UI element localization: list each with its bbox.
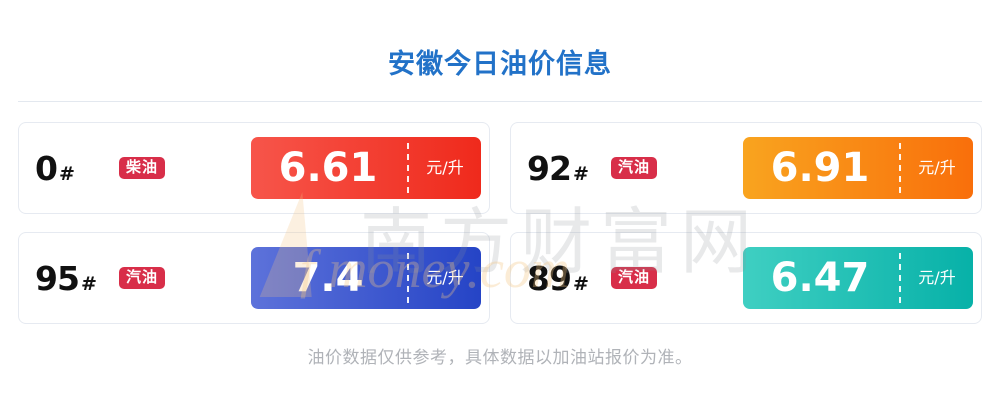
fuel-grade-hash: # — [58, 162, 75, 185]
price-value: 6.91 — [770, 145, 870, 191]
fuel-card-1[interactable]: 92 # 汽油 6.91 元/升 — [510, 122, 982, 214]
fuel-type-badge: 汽油 — [611, 267, 658, 289]
price-value: 6.61 — [278, 145, 378, 191]
fuel-grade: 95 # — [35, 262, 109, 295]
fuel-type-badge: 汽油 — [119, 267, 166, 289]
price-pill[interactable]: 7.4 元/升 — [251, 247, 481, 309]
page-title: 安徽今日油价信息 — [388, 49, 612, 79]
fuel-card-2[interactable]: 95 # 汽油 7.4 元/升 — [18, 232, 490, 324]
fuel-grade-number: 0 — [35, 148, 58, 188]
fuel-type-badge: 柴油 — [119, 157, 166, 179]
fuel-card-0[interactable]: 0 # 柴油 6.61 元/升 — [18, 122, 490, 214]
price-unit: 元/升 — [426, 158, 464, 177]
price-unit: 元/升 — [918, 158, 956, 177]
fuel-grade-hash: # — [572, 162, 589, 185]
fuel-type-badge: 汽油 — [611, 157, 658, 179]
price-pill[interactable]: 6.91 元/升 — [743, 137, 973, 199]
price-unit: 元/升 — [918, 268, 956, 287]
fuel-grade: 0 # — [35, 152, 109, 185]
price-pill[interactable]: 6.61 元/升 — [251, 137, 481, 199]
fuel-grade-hash: # — [572, 272, 589, 295]
fuel-grade-number: 89 — [527, 258, 572, 298]
disclaimer-note: 油价数据仅供参考，具体数据以加油站报价为准。 — [307, 348, 693, 367]
fuel-grade: 89 # — [527, 262, 601, 295]
fuel-grade: 92 # — [527, 152, 601, 185]
pill-divider — [899, 253, 901, 303]
header-divider — [18, 101, 982, 102]
fuel-card-3[interactable]: 89 # 汽油 6.47 元/升 — [510, 232, 982, 324]
price-unit: 元/升 — [426, 268, 464, 287]
fuel-grade-number: 92 — [527, 148, 572, 188]
price-value: 7.4 — [292, 255, 364, 301]
pill-divider — [407, 253, 409, 303]
fuel-grade-number: 95 — [35, 258, 80, 298]
fuel-price-grid: 0 # 柴油 6.61 元/升 92 # 汽油 6.91 元/升 95 # 汽油… — [18, 122, 982, 324]
price-value: 6.47 — [770, 255, 870, 301]
fuel-grade-hash: # — [80, 272, 97, 295]
pill-divider — [899, 143, 901, 193]
price-pill[interactable]: 6.47 元/升 — [743, 247, 973, 309]
pill-divider — [407, 143, 409, 193]
